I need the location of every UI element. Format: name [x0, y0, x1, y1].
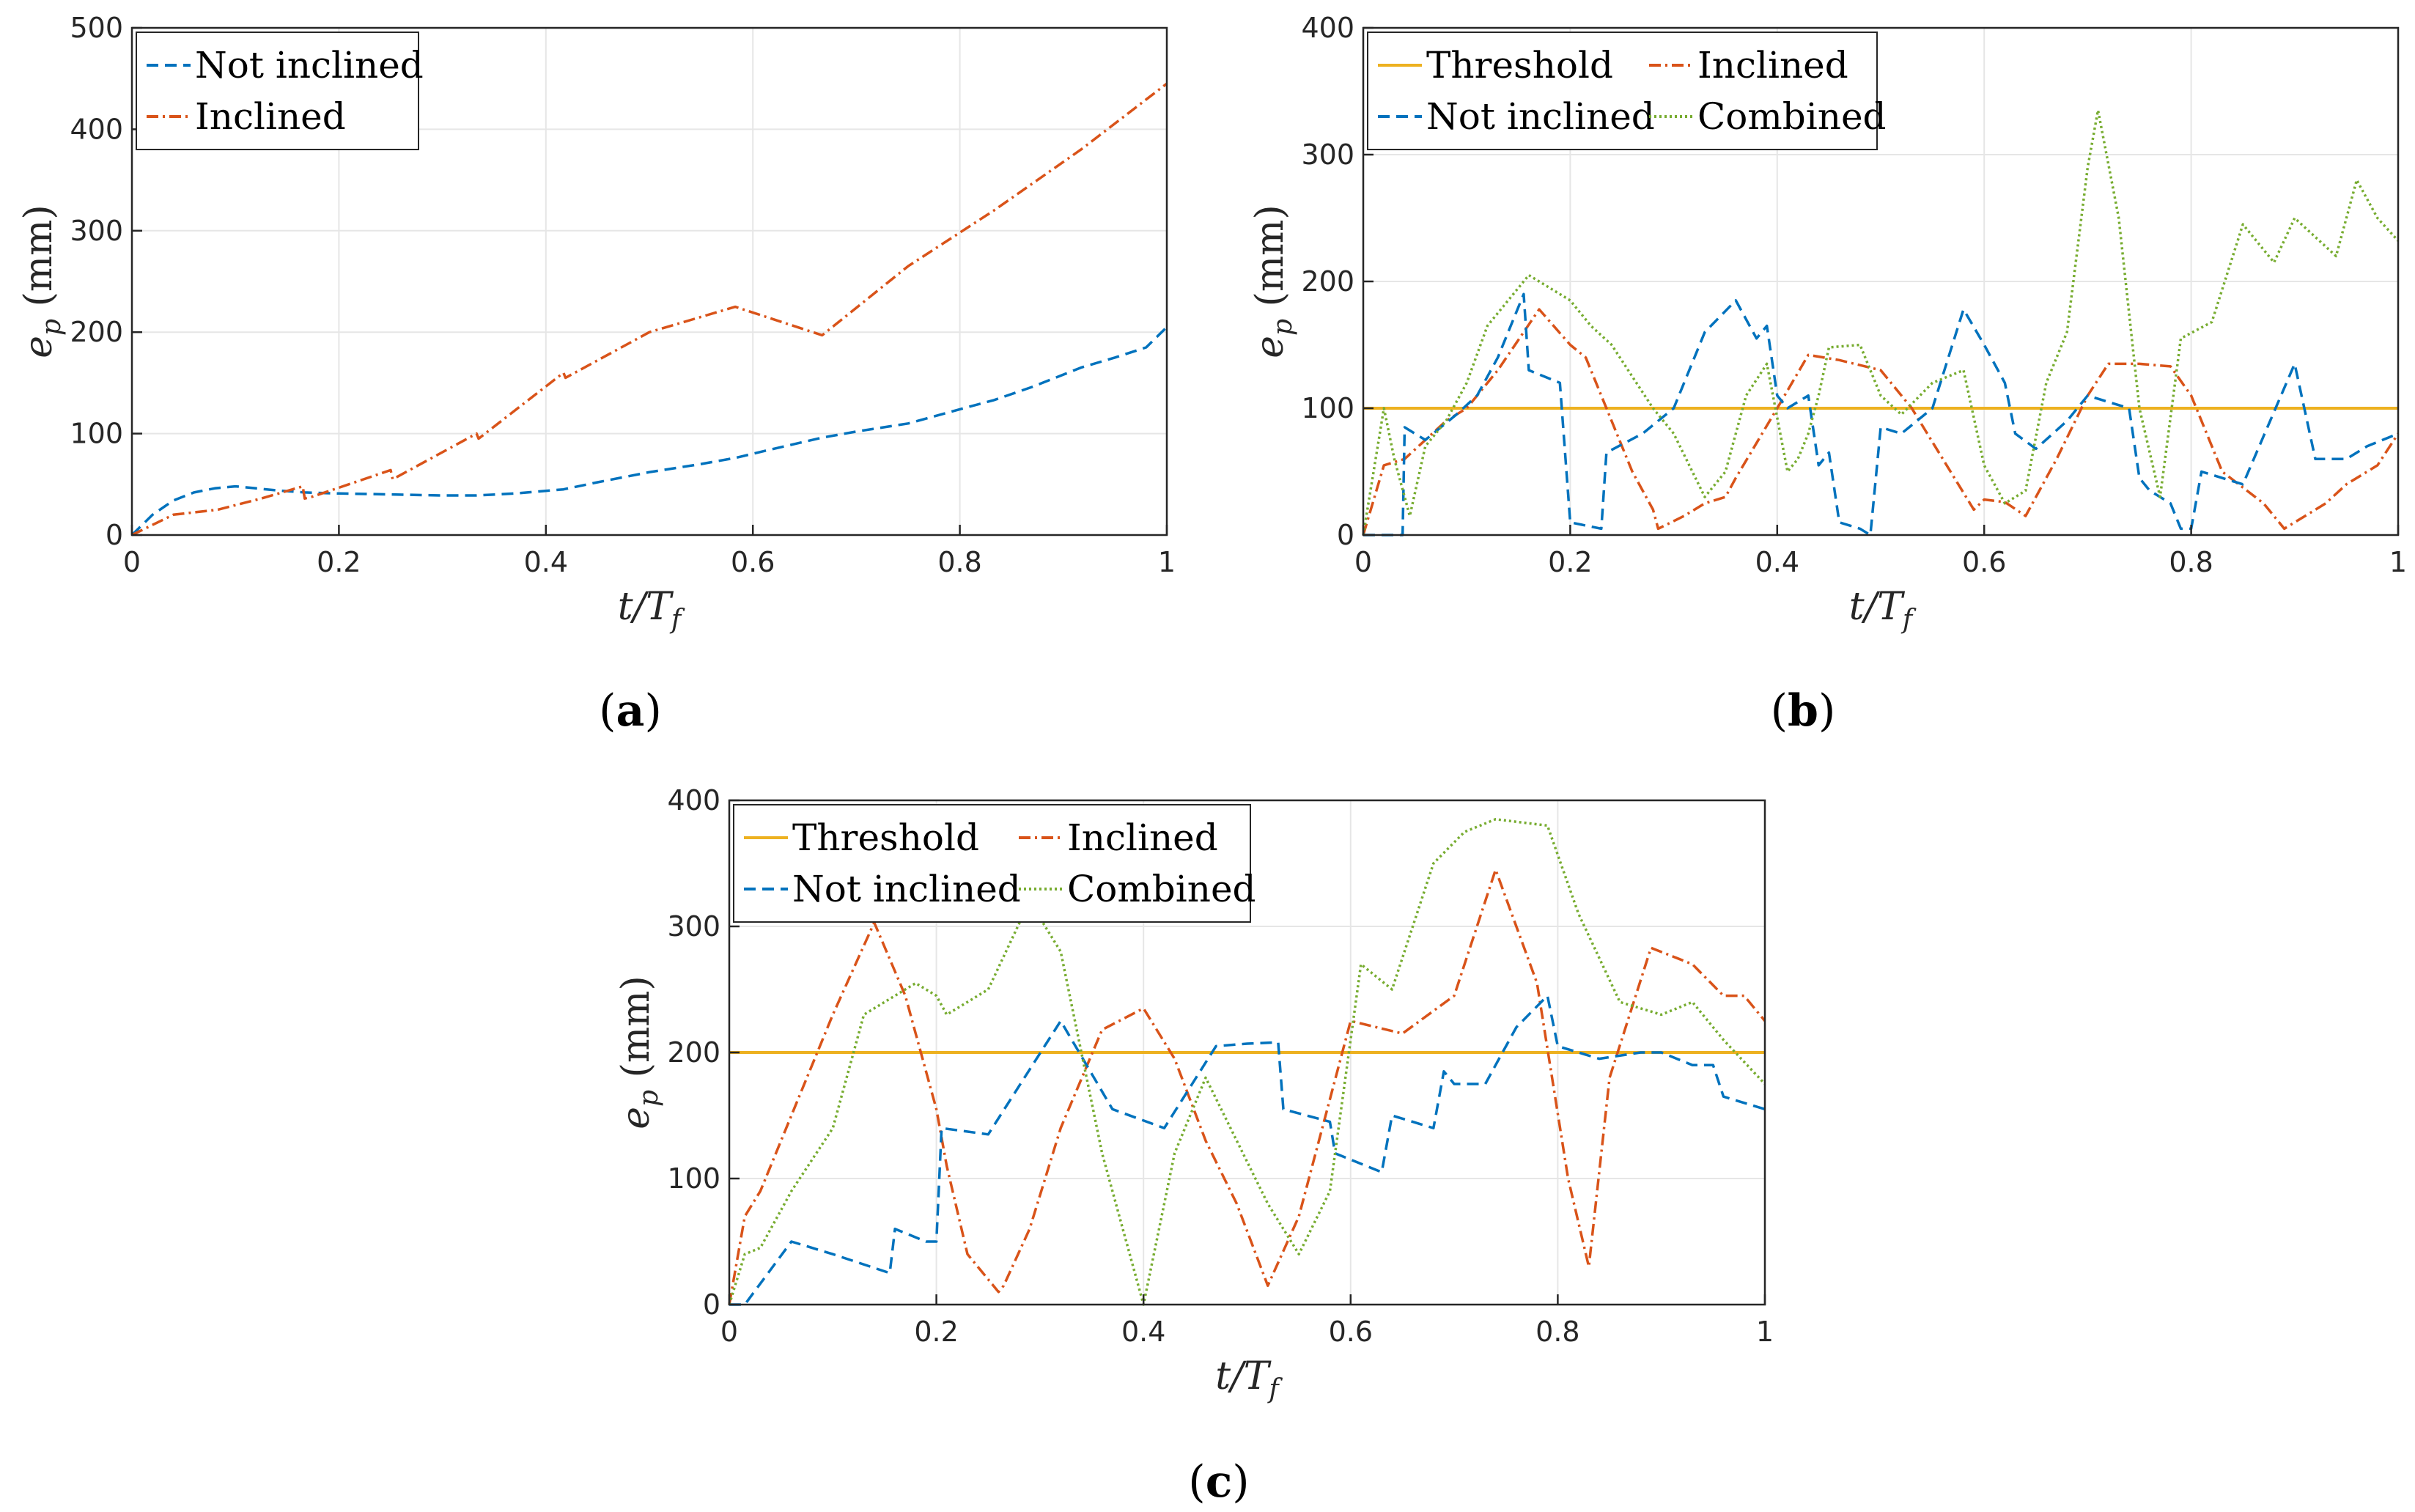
legend-box: [733, 804, 1251, 923]
x-tick-label: 0.4: [524, 546, 568, 578]
legend-label-threshold: Threshold: [792, 816, 979, 859]
legend: Not inclined Inclined: [136, 32, 424, 150]
panel-caption: (c): [1188, 1456, 1249, 1508]
y-tick-label: 400: [1301, 12, 1354, 44]
x-axis-label: t/Tf: [1849, 585, 1917, 635]
legend-label-inclined: Inclined: [1067, 816, 1218, 859]
y-tick-label: 100: [70, 418, 123, 450]
legend-label-not-inclined: Not inclined: [1426, 95, 1655, 138]
y-tick-label: 300: [70, 215, 123, 247]
x-tick-label: 0.2: [1548, 546, 1592, 578]
y-tick-label: 200: [70, 316, 123, 348]
x-tick-label: 0.4: [1755, 546, 1799, 578]
series-line-inclined: [728, 868, 1766, 1305]
x-tick-label: 0: [123, 546, 141, 578]
y-tick-label: 400: [70, 113, 123, 145]
x-tick-label: 0.2: [914, 1316, 958, 1348]
y-tick-label: 100: [667, 1162, 720, 1195]
y-tick-label: 0: [703, 1288, 720, 1321]
series-line-not-inclined: [1363, 292, 2399, 536]
y-tick-label: 300: [667, 910, 720, 943]
legend: Threshold Inclined Not inclined Combined: [1367, 32, 1887, 150]
y-tick-label: 500: [70, 12, 123, 44]
panel-a: 0 0.2 0.4 0.6 0.8 1 0 100 200 300 400 500 t/Tf ep (mm…: [17, 12, 1176, 737]
y-tick-label: 400: [667, 784, 720, 816]
x-tick-label: 0.6: [1329, 1316, 1373, 1348]
y-axis-label: ep (mm): [17, 204, 67, 358]
x-tick-label: 0.8: [937, 546, 981, 578]
x-tick-label: 0.6: [1962, 546, 2006, 578]
series-line-combined: [728, 818, 1766, 1306]
legend-box: [136, 32, 419, 150]
legend-label-not-inclined: Not inclined: [195, 44, 424, 86]
legend-box: [1367, 32, 1878, 150]
panel-c: 0 0.2 0.4 0.6 0.8 1 0 100 200 300 400 t/Tf ep (mm) Th…: [614, 784, 1774, 1508]
x-tick-label: 0.8: [1535, 1316, 1579, 1348]
y-tick-label: 200: [1301, 265, 1354, 298]
legend-label-inclined: Inclined: [195, 95, 346, 138]
y-axis-label: ep (mm): [1248, 204, 1298, 358]
x-tick-label: 1: [1756, 1316, 1774, 1348]
series-line-inclined: [131, 82, 1168, 536]
legend-label-inclined: Inclined: [1697, 44, 1848, 86]
y-tick-label: 300: [1301, 139, 1354, 171]
series-line-combined: [1362, 108, 2400, 536]
x-tick-label: 1: [1158, 546, 1176, 578]
y-tick-label: 200: [667, 1036, 720, 1069]
x-tick-label: 0.6: [731, 546, 775, 578]
y-axis-label: ep (mm): [614, 976, 664, 1129]
series-line-not-inclined: [130, 326, 1168, 536]
legend-label-threshold: Threshold: [1426, 44, 1613, 86]
x-axis-label: t/Tf: [1215, 1354, 1283, 1404]
x-axis-label: t/Tf: [618, 585, 685, 635]
x-tick-label: 0: [1354, 546, 1372, 578]
legend-label-combined: Combined: [1067, 868, 1256, 910]
y-tick-label: 100: [1301, 392, 1354, 424]
panel-b: 0 0.2 0.4 0.6 0.8 1 0 100 200 300 400 t/Tf ep (mm) Th…: [1248, 12, 2407, 737]
x-tick-label: 0.8: [2169, 546, 2213, 578]
legend: Threshold Inclined Not inclined Combined: [733, 804, 1256, 923]
y-tick-label: 0: [106, 519, 123, 551]
y-tick-label: 0: [1337, 519, 1354, 551]
x-tick-label: 1: [2389, 546, 2407, 578]
panel-caption: (a): [599, 685, 662, 737]
legend-label-combined: Combined: [1697, 95, 1887, 138]
x-tick-label: 0: [720, 1316, 738, 1348]
x-tick-label: 0.2: [317, 546, 361, 578]
axes-frame: [130, 26, 1168, 536]
legend-label-not-inclined: Not inclined: [792, 868, 1021, 910]
panel-caption: (b): [1771, 685, 1836, 737]
x-tick-label: 0.4: [1121, 1316, 1165, 1348]
